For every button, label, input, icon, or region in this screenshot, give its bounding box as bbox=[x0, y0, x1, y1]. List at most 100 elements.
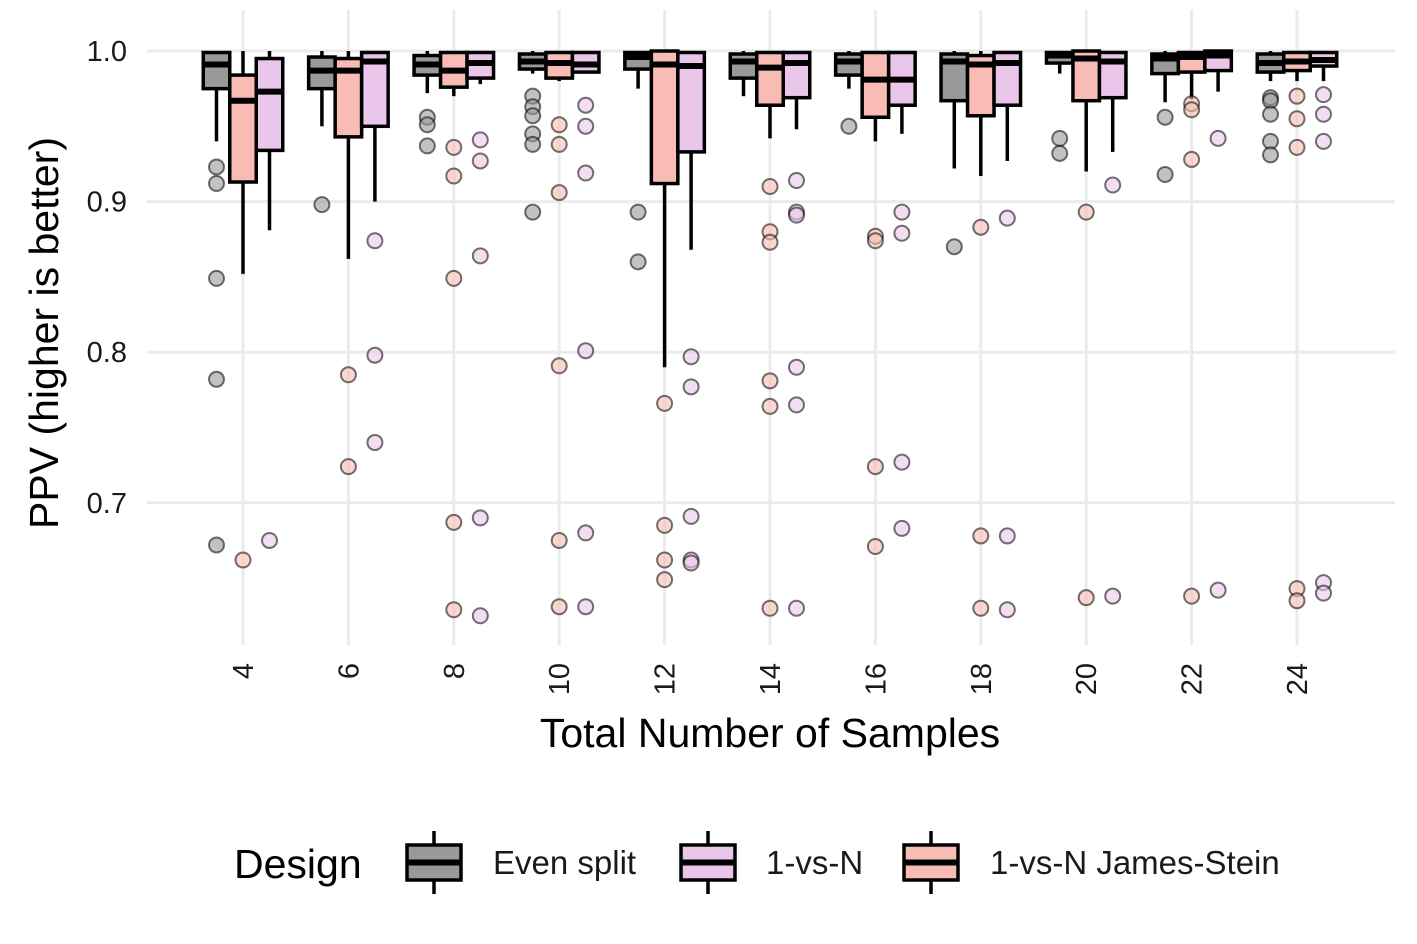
box-1-vs-n bbox=[992, 50, 1023, 619]
y-axis-ticks: 0.7 0.8 0.9 1.0 bbox=[87, 36, 127, 520]
y-axis-title: PPV (higher is better) bbox=[21, 137, 67, 529]
outlier-point bbox=[577, 164, 595, 182]
box-even-split bbox=[939, 51, 970, 256]
outlier-point bbox=[577, 598, 595, 616]
outlier-point bbox=[1315, 105, 1332, 123]
outlier-point bbox=[788, 599, 805, 617]
x-tick-label: 16 bbox=[860, 663, 892, 695]
outlier-point bbox=[998, 527, 1016, 545]
y-tick-label: 0.7 bbox=[87, 488, 127, 520]
box-even-split bbox=[412, 51, 443, 155]
outlier-point bbox=[629, 203, 647, 221]
box-1-vs-n bbox=[676, 50, 707, 572]
outlier-point bbox=[1315, 132, 1332, 150]
outlier-point bbox=[577, 342, 595, 360]
box-1-vs-n bbox=[781, 50, 812, 617]
x-tick-label: 10 bbox=[544, 663, 576, 695]
box-1-vs-n bbox=[254, 51, 285, 549]
box-even-split bbox=[1044, 50, 1075, 162]
outlier-point bbox=[208, 175, 225, 193]
box-even-split bbox=[306, 51, 337, 214]
outlier-point bbox=[866, 458, 884, 476]
outlier-point bbox=[366, 232, 384, 250]
outlier-point bbox=[550, 135, 568, 153]
plot-area bbox=[201, 49, 1339, 625]
outlier-point bbox=[471, 247, 489, 265]
outlier-point bbox=[866, 232, 884, 250]
box-iqr bbox=[728, 52, 759, 80]
outlier-point bbox=[656, 571, 674, 589]
outlier-point bbox=[682, 507, 700, 525]
outlier-point bbox=[1315, 86, 1332, 104]
box-iqr bbox=[755, 50, 785, 107]
outlier-point bbox=[550, 357, 568, 375]
outlier-point bbox=[1051, 144, 1069, 162]
outlier-point bbox=[761, 372, 779, 390]
legend-label: 1-vs-N James-Stein bbox=[990, 844, 1280, 881]
x-tick-label: 18 bbox=[966, 663, 998, 695]
box-1-vs-n bbox=[359, 50, 390, 452]
outlier-point bbox=[1315, 584, 1332, 602]
box-even-split bbox=[728, 51, 759, 97]
outlier-point bbox=[945, 238, 963, 256]
outlier-point bbox=[893, 519, 911, 537]
y-tick-label: 0.9 bbox=[87, 187, 127, 219]
outlier-point bbox=[234, 551, 252, 569]
box-iqr bbox=[649, 49, 680, 186]
outlier-point bbox=[682, 348, 700, 366]
y-tick-label: 0.8 bbox=[87, 337, 127, 369]
x-tick-label: 14 bbox=[755, 663, 787, 695]
x-tick-label: 12 bbox=[650, 663, 682, 695]
outlier-point bbox=[418, 116, 436, 134]
outlier-point bbox=[893, 453, 911, 471]
box-1-vs-n-james-stein bbox=[228, 51, 258, 569]
outlier-point bbox=[656, 516, 674, 534]
outlier-point bbox=[1288, 592, 1306, 610]
box-iqr bbox=[781, 50, 812, 100]
box-even-split bbox=[517, 51, 548, 221]
outlier-point bbox=[1209, 129, 1227, 147]
box-1-vs-n-james-stein bbox=[1176, 50, 1207, 605]
outlier-point bbox=[366, 434, 384, 452]
box-iqr bbox=[860, 50, 891, 120]
outlier-point bbox=[682, 378, 700, 396]
outlier-point bbox=[339, 458, 357, 476]
box-1-vs-n bbox=[886, 50, 917, 537]
box-iqr bbox=[228, 73, 258, 184]
outlier-point bbox=[893, 203, 911, 221]
box-even-split bbox=[1255, 51, 1286, 164]
outlier-point bbox=[550, 531, 568, 549]
box-1-vs-n bbox=[1203, 49, 1234, 599]
outlier-point bbox=[445, 601, 463, 619]
x-tick-label: 4 bbox=[228, 663, 260, 679]
box-1-vs-n bbox=[1097, 50, 1128, 605]
outlier-point bbox=[418, 137, 436, 155]
outlier-point bbox=[524, 203, 542, 221]
outlier-point bbox=[761, 233, 779, 251]
outlier-point bbox=[788, 358, 805, 376]
box-even-split bbox=[623, 50, 654, 271]
outlier-point bbox=[788, 172, 805, 190]
outlier-point bbox=[656, 551, 674, 569]
outlier-point bbox=[1077, 589, 1095, 607]
x-tick-label: 20 bbox=[1071, 663, 1103, 695]
outlier-point bbox=[788, 206, 805, 224]
outlier-point bbox=[866, 537, 884, 555]
outlier-point bbox=[972, 527, 990, 545]
box-1-vs-n-james-stein bbox=[649, 49, 680, 589]
outlier-point bbox=[788, 396, 805, 414]
outlier-point bbox=[577, 117, 595, 135]
outlier-point bbox=[1209, 581, 1227, 599]
outlier-point bbox=[445, 167, 463, 185]
outlier-point bbox=[577, 96, 595, 114]
outlier-point bbox=[208, 370, 225, 388]
legend-entry: Even split bbox=[405, 831, 636, 894]
outlier-point bbox=[1288, 138, 1306, 156]
box-iqr bbox=[254, 56, 285, 153]
outlier-point bbox=[339, 366, 357, 384]
outlier-point bbox=[445, 513, 463, 531]
outlier-point bbox=[893, 224, 911, 242]
outlier-point bbox=[761, 178, 779, 196]
outlier-point bbox=[524, 135, 542, 153]
